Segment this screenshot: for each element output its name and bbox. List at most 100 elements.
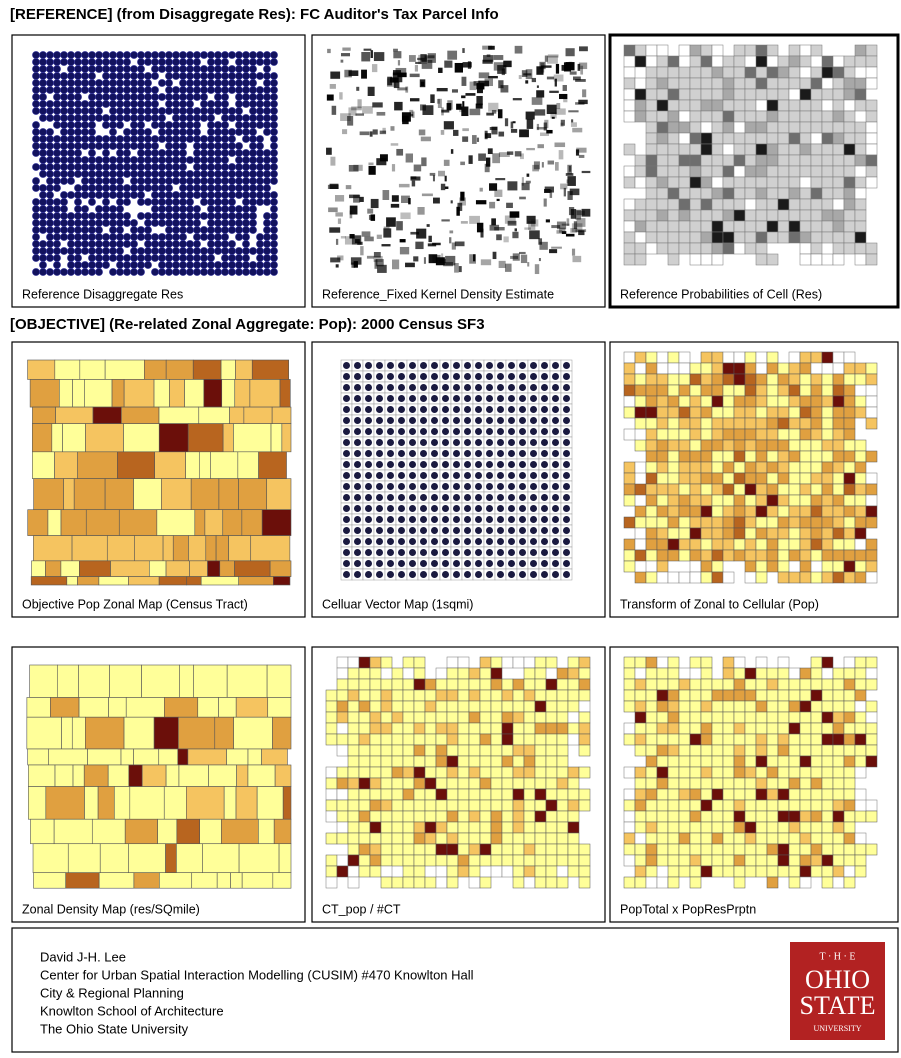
map-cell (734, 690, 745, 701)
cell-dot (354, 527, 361, 534)
parcel-dot (200, 142, 207, 149)
map-cell (811, 243, 822, 254)
density-spot (548, 161, 554, 165)
map-cell (381, 734, 392, 745)
parcel-dot (186, 212, 193, 219)
cell-dot (464, 538, 471, 545)
map-cell (679, 550, 690, 561)
cell-dot (354, 428, 361, 435)
map-cell (844, 210, 855, 221)
density-spot (529, 230, 540, 239)
parcel-dot (193, 261, 200, 268)
parcel-dot (200, 163, 207, 170)
cell-dot (519, 472, 526, 479)
map-cell (668, 418, 679, 429)
density-spot (364, 49, 372, 51)
parcel-dot (95, 226, 102, 233)
map-cell (381, 701, 392, 712)
map-cell (866, 177, 877, 188)
map-cell (701, 352, 712, 363)
map-cell (690, 539, 701, 550)
parcel-dot (88, 142, 95, 149)
density-spot (341, 236, 346, 238)
map-cell (370, 756, 381, 767)
map-cell (778, 767, 789, 778)
parcel-dot (193, 142, 200, 149)
map-cell (800, 800, 811, 811)
map-cell (723, 811, 734, 822)
parcel-dot (242, 261, 249, 268)
parcel-dot (130, 51, 137, 58)
parcel-dot (123, 163, 130, 170)
parcel-dot (88, 247, 95, 254)
map-cell (789, 418, 800, 429)
parcel-dot (207, 79, 214, 86)
cell-dot (343, 472, 350, 479)
map-cell (789, 877, 800, 888)
map-cell (745, 495, 756, 506)
cell-dot (552, 384, 559, 391)
parcel-dot (74, 107, 81, 114)
map-cell (822, 712, 833, 723)
parcel-dot (32, 79, 39, 86)
map-cell (789, 778, 800, 789)
cell-dot (431, 571, 438, 578)
map-cell (745, 572, 756, 583)
parcel-dot (39, 268, 46, 275)
parcel-dot (95, 51, 102, 58)
cell-dot (431, 472, 438, 479)
parcel-dot (235, 226, 242, 233)
parcel-dot (67, 65, 74, 72)
density-spot (453, 130, 458, 136)
map-cell (767, 429, 778, 440)
parcel-dot (214, 226, 221, 233)
cell-dot (387, 472, 394, 479)
map-cell (811, 429, 822, 440)
map-cell (778, 122, 789, 133)
map-zone (198, 697, 219, 717)
cell-dot (508, 384, 515, 391)
parcel-dot (179, 65, 186, 72)
cell-dot (486, 560, 493, 567)
map-zone (68, 844, 100, 873)
map-zone (63, 424, 86, 452)
parcel-dot (81, 107, 88, 114)
cell-dot (486, 527, 493, 534)
map-cell (348, 745, 359, 756)
parcel-dot (179, 177, 186, 184)
parcel-dot (235, 107, 242, 114)
density-spot (441, 107, 444, 115)
cell-dot (508, 516, 515, 523)
density-spot (332, 106, 337, 115)
parcel-dot (179, 205, 186, 212)
cell-dot (541, 373, 548, 380)
map-cell (524, 800, 535, 811)
parcel-dot (172, 240, 179, 247)
cell-dot (475, 439, 482, 446)
cell-dot (552, 560, 559, 567)
parcel-dot (144, 107, 151, 114)
map-cell (447, 690, 458, 701)
map-cell (734, 111, 745, 122)
map-zone (28, 765, 55, 787)
map-cell (403, 778, 414, 789)
cell-dot (398, 505, 405, 512)
map-cell (469, 833, 480, 844)
parcel-dot (67, 261, 74, 268)
parcel-dot (221, 177, 228, 184)
map-cell (668, 572, 679, 583)
page: [REFERENCE] (from Disaggregate Res): FC … (0, 0, 901, 1058)
parcel-dot (193, 149, 200, 156)
map-zone (34, 479, 64, 510)
parcel-dot (53, 268, 60, 275)
parcel-dot (214, 170, 221, 177)
map-cell (690, 166, 701, 177)
map-cell (822, 440, 833, 451)
cell-dot (508, 560, 515, 567)
cell-dot (464, 549, 471, 556)
parcel-dot (270, 72, 277, 79)
map-cell (844, 866, 855, 877)
parcel-dot (81, 170, 88, 177)
density-spot (486, 158, 490, 167)
cell-dot (497, 472, 504, 479)
